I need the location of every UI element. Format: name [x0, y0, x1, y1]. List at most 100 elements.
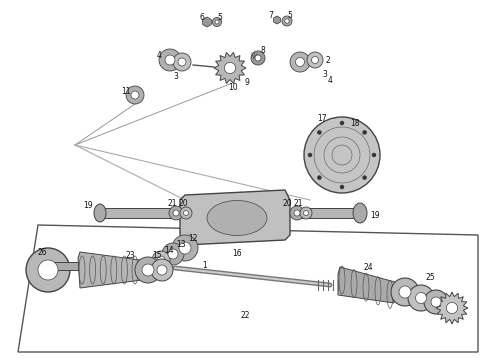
Text: 21: 21 [167, 198, 177, 207]
Circle shape [303, 211, 309, 216]
Circle shape [165, 55, 175, 65]
Circle shape [363, 176, 367, 180]
Text: 20: 20 [178, 198, 188, 207]
Text: 12: 12 [188, 234, 198, 243]
Circle shape [307, 52, 323, 68]
Circle shape [446, 302, 458, 314]
Text: 6: 6 [199, 13, 204, 22]
Polygon shape [273, 16, 280, 24]
Circle shape [168, 249, 178, 259]
Circle shape [142, 264, 154, 276]
Circle shape [251, 51, 265, 65]
Text: 11: 11 [121, 86, 131, 95]
Circle shape [372, 153, 376, 157]
Circle shape [135, 257, 161, 283]
Text: 9: 9 [245, 77, 249, 86]
Circle shape [255, 55, 261, 61]
Text: 10: 10 [228, 82, 238, 91]
Circle shape [141, 258, 157, 274]
Circle shape [152, 251, 170, 269]
Text: 1: 1 [203, 261, 207, 270]
Ellipse shape [207, 201, 267, 235]
Circle shape [318, 130, 321, 134]
Text: 5: 5 [288, 10, 293, 19]
Text: 4: 4 [327, 76, 332, 85]
Text: 8: 8 [261, 45, 266, 54]
Circle shape [26, 248, 70, 292]
Circle shape [173, 53, 191, 71]
Bar [300, 208, 365, 218]
Text: 22: 22 [240, 310, 250, 320]
Polygon shape [214, 53, 246, 84]
Circle shape [215, 20, 219, 24]
Circle shape [180, 207, 192, 219]
Text: 14: 14 [164, 246, 174, 255]
Circle shape [224, 62, 236, 73]
Ellipse shape [94, 204, 106, 222]
Circle shape [295, 58, 304, 67]
Circle shape [146, 263, 152, 269]
Circle shape [290, 206, 304, 220]
Text: 3: 3 [322, 69, 327, 78]
Text: 4: 4 [157, 50, 161, 59]
Text: 15: 15 [152, 252, 162, 261]
Circle shape [300, 207, 312, 219]
Circle shape [157, 265, 167, 275]
Text: 2: 2 [326, 55, 330, 64]
Circle shape [151, 259, 173, 281]
Circle shape [431, 297, 441, 307]
Text: 7: 7 [269, 10, 273, 19]
Text: 20: 20 [282, 198, 292, 207]
Ellipse shape [353, 203, 367, 223]
Circle shape [179, 242, 191, 254]
Circle shape [172, 235, 198, 261]
Text: 3: 3 [173, 72, 178, 81]
Circle shape [213, 18, 221, 27]
Text: 19: 19 [83, 201, 93, 210]
Circle shape [157, 256, 165, 264]
Text: 19: 19 [370, 211, 380, 220]
Circle shape [424, 290, 448, 314]
Text: 18: 18 [350, 118, 360, 127]
Circle shape [294, 210, 300, 216]
Text: 23: 23 [125, 251, 135, 260]
Circle shape [391, 278, 419, 306]
Circle shape [340, 185, 344, 189]
Text: 21: 21 [293, 198, 303, 207]
Circle shape [169, 206, 183, 220]
Text: 24: 24 [363, 264, 373, 273]
Circle shape [131, 91, 139, 99]
Text: 25: 25 [425, 274, 435, 283]
Text: 5: 5 [218, 13, 222, 22]
Text: 13: 13 [176, 239, 186, 248]
Polygon shape [338, 267, 395, 303]
Text: 16: 16 [232, 248, 242, 257]
Circle shape [308, 153, 312, 157]
Circle shape [178, 58, 186, 66]
Polygon shape [436, 292, 468, 324]
Polygon shape [180, 190, 290, 245]
Circle shape [285, 19, 289, 23]
Circle shape [408, 285, 434, 311]
Bar [95, 208, 180, 218]
Circle shape [183, 211, 189, 216]
Circle shape [162, 243, 184, 265]
Circle shape [340, 121, 344, 125]
Circle shape [304, 117, 380, 193]
Circle shape [282, 16, 292, 26]
Circle shape [399, 286, 411, 298]
Circle shape [159, 49, 181, 71]
Circle shape [318, 176, 321, 180]
Text: 26: 26 [37, 248, 47, 257]
Polygon shape [203, 17, 211, 27]
Text: 17: 17 [317, 113, 327, 122]
Circle shape [363, 130, 367, 134]
Polygon shape [78, 252, 142, 288]
Circle shape [416, 292, 426, 303]
Circle shape [126, 86, 144, 104]
Circle shape [312, 57, 318, 63]
Circle shape [173, 210, 179, 216]
Bar [50, 262, 78, 270]
Circle shape [38, 260, 58, 280]
Circle shape [290, 52, 310, 72]
